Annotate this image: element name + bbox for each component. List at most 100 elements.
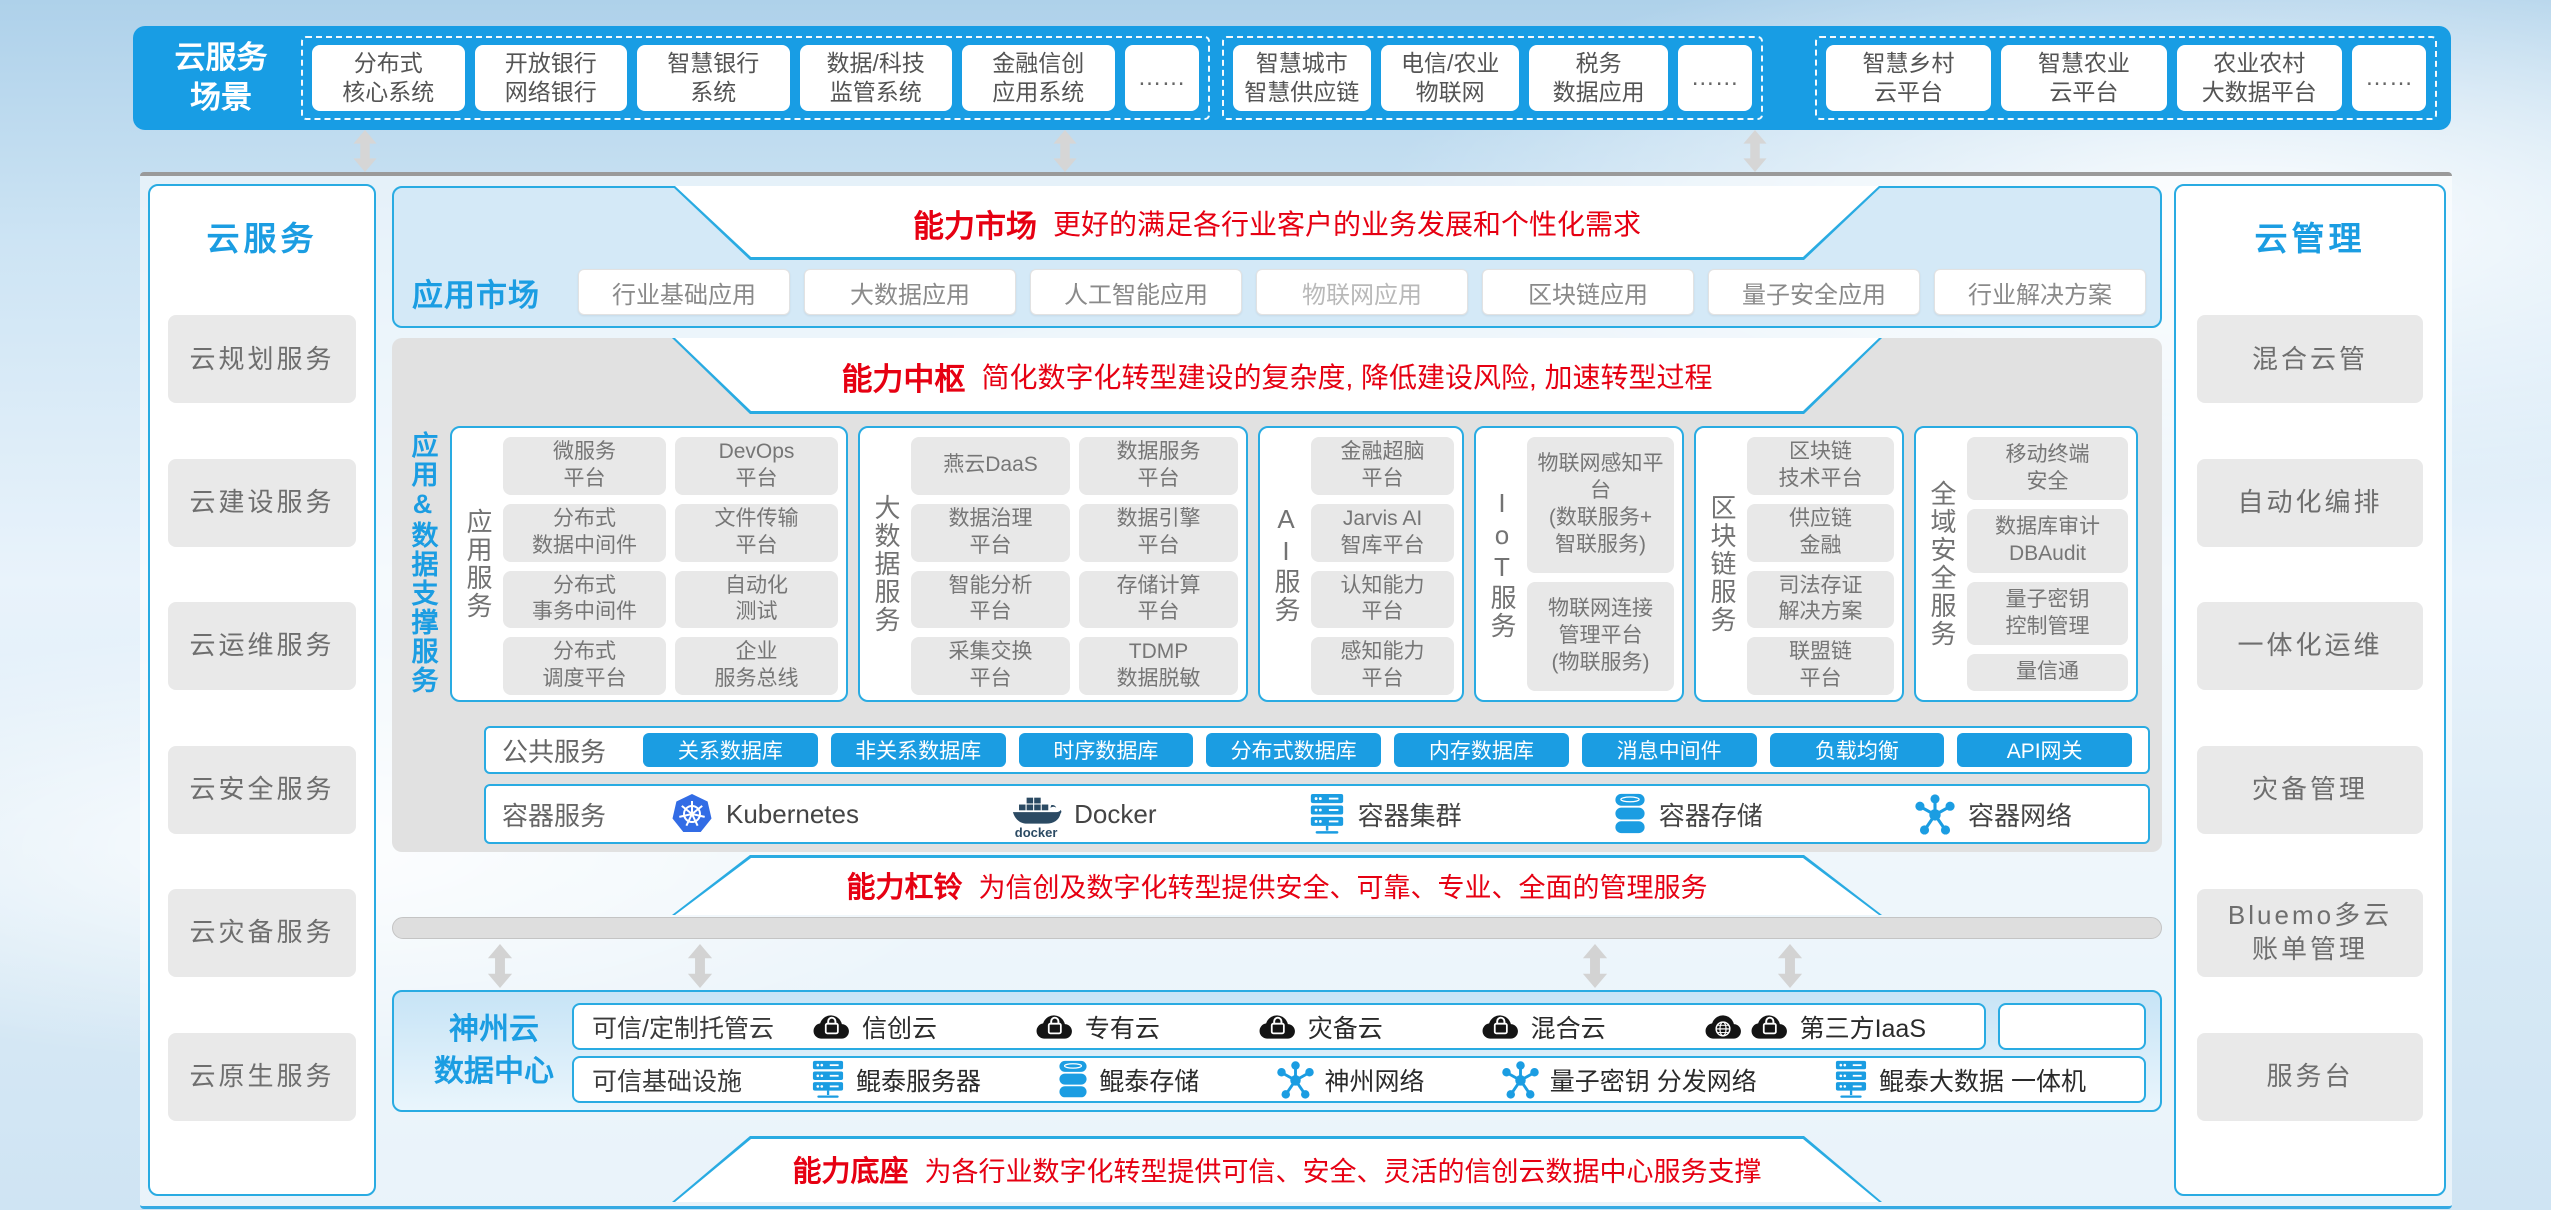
hub-cell: 金融超脑 平台 [1311, 437, 1454, 495]
banner-title: 能力杠铃 [846, 872, 963, 904]
hub-group-label: 全域安全服务 [1927, 480, 1957, 648]
hub-cell: 认知能力 平台 [1311, 570, 1454, 629]
capability-market-section: 能力市场 更好的满足各行业客户的业务发展和个性化需求 应用市场 行业基础应用 大… [392, 186, 2162, 328]
capability-hub-section: 能力中枢 简化数字化转型建设的复杂度, 降低建设风险, 加速转型过程 应用&数据… [392, 338, 2162, 852]
sidebar-title: 云服务 [206, 220, 318, 257]
updown-arrow-icon [485, 944, 515, 988]
network-icon [1276, 1060, 1315, 1099]
hub-group-label: AI服务 [1271, 504, 1301, 624]
scenario-item: 智慧乡村 云平台 [1825, 45, 1992, 111]
hub-cell: 物联网连接 管理平台 (物联服务) [1527, 581, 1674, 691]
hub-cell: 分布式 调度平台 [503, 637, 666, 695]
banner-title: 能力市场 [912, 208, 1037, 244]
container-item-label: Kubernetes [726, 798, 859, 829]
datacenter-row-label: 可信基础设施 [592, 1067, 743, 1096]
datacenter-infra-row: 可信基础设施 鲲泰服务器 鲲泰存储 神州网络 量子密钥 分发网络 鲲泰大数据 一… [572, 1056, 2146, 1103]
scenario-item-ellipsis: …… [2352, 45, 2426, 111]
hub-group-blockchain-services: 区块链服务 区块链 技术平台 供应链 金融 司法存证 解决方案 联盟链 平台 [1694, 426, 1904, 702]
capability-barbell-banner: 能力杠铃 为信创及数字化转型提供安全、可靠、专业、全面的管理服务 [672, 855, 1882, 915]
hub-cell: 数据引擎 平台 [1079, 503, 1238, 562]
sidebar-item: 云运维服务 [167, 602, 357, 691]
dc-item-label: 专有云 [1084, 1014, 1160, 1043]
banner-desc: 为各行业数字化转型提供可信、安全、灵活的信创云数据中心服务支撑 [924, 1156, 1762, 1187]
banner-title: 能力中枢 [841, 361, 966, 397]
cloud-lock-icon [1256, 1012, 1298, 1041]
app-market-row: 应用市场 行业基础应用 大数据应用 人工智能应用 物联网应用 区块链应用 量子安… [412, 268, 2146, 316]
app-market-label: 应用市场 [412, 277, 540, 313]
hub-cell: 数据治理 平台 [911, 503, 1070, 562]
dc-item-label: 神州网络 [1324, 1067, 1425, 1096]
dc-item-label: 混合云 [1530, 1014, 1606, 1043]
cloud-scenarios-bar: 云服务 场景 分布式 核心系统 开放银行 网络银行 智慧银行 系统 数据/科技 … [133, 26, 2451, 130]
public-services-label: 公共服务 [502, 736, 607, 767]
network-icon [1914, 793, 1956, 835]
sidebar-item: 云安全服务 [167, 745, 357, 834]
hub-cell: 智能分析 平台 [911, 570, 1070, 629]
sidebar-items: 混合云管 自动化编排 一体化运维 灾备管理 Bluemo多云 账单管理 服务台 [2176, 260, 2444, 1176]
public-service-pill: 负载均衡 [1769, 733, 1945, 767]
datacenter-cloud-row: 可信/定制托管云 信创云 专有云 灾备云 混合云 第三方IaaS [572, 1003, 1986, 1050]
sidebar-item: 混合云管 [2197, 315, 2423, 404]
server-rack-icon [1833, 1060, 1869, 1099]
scenario-item: 农业农村 大数据平台 [2176, 45, 2342, 111]
app-market-item: 量子安全应用 [1708, 269, 1920, 315]
dc-item-shenzhou-network: 神州网络 [1276, 1060, 1425, 1099]
hub-cell: 区块链 技术平台 [1747, 437, 1894, 495]
hub-cell: 存储计算 平台 [1079, 570, 1238, 629]
hub-cell: 司法存证 解决方案 [1747, 570, 1894, 629]
hub-group-label: 大数据服务 [871, 494, 901, 634]
scenario-item: 分布式 核心系统 [312, 45, 465, 111]
hub-group-iot-services: IoT服务 物联网感知平台 (数联服务+ 智联服务) 物联网连接 管理平台 (物… [1474, 426, 1684, 702]
server-rack-icon [810, 1060, 846, 1099]
hub-cell: 文件传输 平台 [675, 503, 838, 562]
updown-arrow-icon [1740, 130, 1770, 172]
container-item-label: 容器集群 [1357, 800, 1462, 831]
dc-item-label: 鲲泰服务器 [856, 1067, 982, 1096]
public-service-pill: 消息中间件 [1581, 733, 1757, 767]
scenario-item: 开放银行 网络银行 [474, 45, 627, 111]
hub-cell: 分布式 数据中间件 [503, 503, 666, 562]
scenario-item: 金融信创 应用系统 [962, 45, 1115, 111]
container-services-row: 容器服务 Kubernetes docker Docker 容器集群 容器存储 [484, 784, 2150, 844]
sidebar-item: 自动化编排 [2197, 458, 2423, 547]
hub-cell: 企业 服务总线 [675, 637, 838, 695]
hub-group-app-services: 应用服务 微服务 平台 DevOps 平台 分布式 数据中间件 文件传输 平台 … [450, 426, 848, 702]
public-service-pill: API网关 [1957, 733, 2132, 767]
capability-base-banner: 能力底座 为各行业数字化转型提供可信、安全、灵活的信创云数据中心服务支撑 [672, 1136, 1882, 1202]
datacenter-section: 神州云 数据中心 可信/定制托管云 信创云 专有云 灾备云 混合云 [392, 990, 2162, 1112]
dc-item-label: 第三方IaaS [1799, 1014, 1926, 1043]
dc-item-thirdparty-iaas: 第三方IaaS [1702, 1009, 1926, 1045]
updown-arrow-icon [1775, 944, 1805, 988]
hub-cell: 微服务 平台 [503, 437, 666, 495]
container-services-label: 容器服务 [502, 800, 607, 831]
dc-item-kuntai-bigdata: 鲲泰大数据 一体机 [1833, 1060, 2086, 1099]
container-item-label: 容器网络 [1967, 800, 2072, 831]
sidebar-item: 云原生服务 [167, 1032, 357, 1121]
capability-market-banner: 能力市场 更好的满足各行业客户的业务发展和个性化需求 [672, 186, 1882, 260]
scenario-group-city: 智慧城市 智慧供应链 电信/农业 物联网 税务 数据应用 …… [1221, 36, 1763, 120]
database-icon [1613, 793, 1647, 835]
dc-item-quantum-network: 量子密钥 分发网络 [1501, 1060, 1757, 1099]
container-item-label: Docker [1074, 798, 1157, 829]
dc-item-xinchuang-cloud: 信创云 [810, 1009, 937, 1045]
sidebar-item: 云建设服务 [167, 458, 357, 547]
datacenter-row-label: 可信/定制托管云 [592, 1014, 774, 1043]
dc-item-kuntai-storage: 鲲泰存储 [1057, 1060, 1199, 1099]
scenario-item: 税务 数据应用 [1529, 45, 1668, 111]
scenario-group-finance: 分布式 核心系统 开放银行 网络银行 智慧银行 系统 数据/科技 监管系统 金融… [301, 36, 1210, 120]
hub-cell: 量信通 [1967, 654, 2128, 691]
hub-cell: DevOps 平台 [675, 437, 838, 495]
dc-item-dr-cloud: 灾备云 [1256, 1009, 1383, 1045]
scenarios-title: 云服务 场景 [174, 39, 268, 115]
container-item-cluster: 容器集群 [1308, 793, 1462, 835]
dc-item-hybrid-cloud: 混合云 [1479, 1009, 1606, 1045]
public-service-pill: 内存数据库 [1394, 733, 1569, 767]
dc-item-label: 信创云 [862, 1014, 938, 1043]
container-item-label: 容器存储 [1658, 800, 1763, 831]
hub-cell: TDMP 数据脱敏 [1079, 637, 1238, 695]
cloud-services-sidebar: 云服务 云规划服务 云建设服务 云运维服务 云安全服务 云灾备服务 云原生服务 [148, 184, 376, 1196]
updown-arrow-icon [685, 944, 715, 988]
app-market-item: 行业解决方案 [1934, 269, 2146, 315]
banner-desc: 为信创及数字化转型提供安全、可靠、专业、全面的管理服务 [978, 872, 1708, 903]
hub-bottom-bar [392, 917, 2162, 939]
